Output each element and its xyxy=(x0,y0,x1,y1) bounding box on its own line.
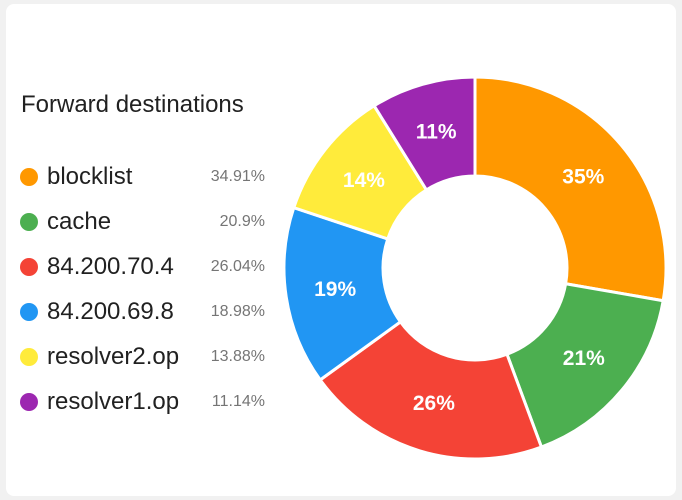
legend-item[interactable]: cache 20.9% xyxy=(20,199,270,244)
legend-swatch xyxy=(20,392,38,411)
slice-percent-label: 26% xyxy=(413,392,455,415)
legend-label: 84.200.70.4 xyxy=(47,252,174,280)
donut-slice[interactable] xyxy=(318,319,544,461)
legend-value: 20.9% xyxy=(219,212,265,230)
slice-percent-label: 14% xyxy=(343,169,385,192)
legend-swatch xyxy=(20,302,38,321)
legend-item[interactable]: blocklist 34.91% xyxy=(20,154,270,199)
legend-item[interactable]: 84.200.69.8 18.98% xyxy=(20,289,270,334)
legend-swatch xyxy=(20,212,38,231)
donut-slice[interactable] xyxy=(282,205,403,382)
legend-value: 18.98% xyxy=(210,302,265,320)
legend-value: 26.04% xyxy=(210,257,265,275)
legend-label: 84.200.69.8 xyxy=(47,297,174,325)
legend-label: cache xyxy=(47,207,112,235)
legend-item[interactable]: 84.200.70.4 26.04% xyxy=(20,244,270,289)
slice-percent-label: 11% xyxy=(416,120,457,143)
legend-label: blocklist xyxy=(47,162,133,190)
legend-swatch xyxy=(20,257,38,276)
chart-legend: blocklist 34.91% cache 20.9% 84.200.70.4 26.0… xyxy=(20,154,270,424)
legend-label: resolver1.op xyxy=(47,387,180,415)
legend-swatch xyxy=(20,167,38,186)
chart-title: Forward destinations xyxy=(21,91,244,118)
donut-slice[interactable] xyxy=(473,75,668,303)
slice-percent-label: 19% xyxy=(314,278,356,301)
donut-slice[interactable] xyxy=(372,75,477,192)
legend-value: 34.91% xyxy=(210,167,265,185)
legend-swatch xyxy=(20,347,38,366)
legend-item[interactable]: resolver1.op 11.14% xyxy=(20,379,270,424)
legend-value: 13.88% xyxy=(210,347,265,365)
slice-percent-label: 35% xyxy=(562,165,604,188)
legend-label: resolver2.op xyxy=(47,342,180,370)
donut-slice[interactable] xyxy=(505,282,665,450)
legend-value: 11.14% xyxy=(211,392,265,410)
legend-item[interactable]: resolver2.op 13.88% xyxy=(20,334,270,379)
slice-percent-label: 21% xyxy=(563,347,605,370)
